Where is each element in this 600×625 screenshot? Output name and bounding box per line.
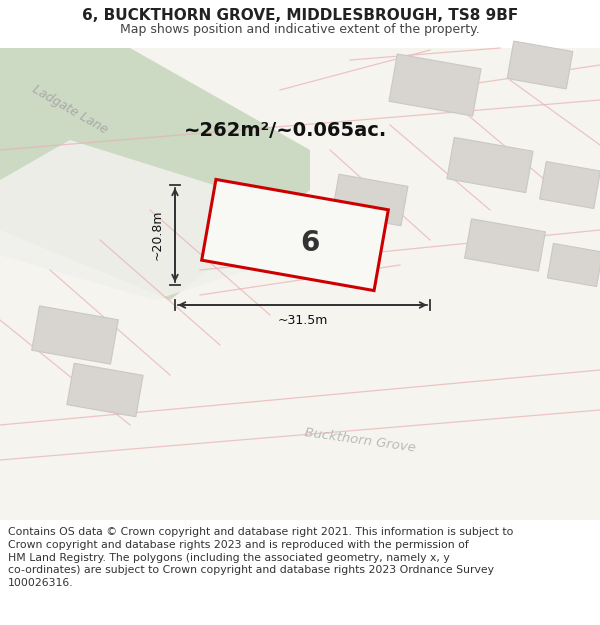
Text: Ladgate Lane: Ladgate Lane (30, 83, 110, 137)
Bar (0, 48, 600, 520)
Text: ~262m²/~0.065ac.: ~262m²/~0.065ac. (184, 121, 386, 139)
Polygon shape (464, 219, 545, 271)
Text: ~31.5m: ~31.5m (277, 314, 328, 328)
Polygon shape (389, 54, 481, 116)
Text: Buckthorn Grove: Buckthorn Grove (304, 426, 416, 454)
Polygon shape (202, 179, 388, 291)
Text: Map shows position and indicative extent of the property.: Map shows position and indicative extent… (120, 24, 480, 36)
Polygon shape (0, 140, 310, 300)
Polygon shape (539, 161, 600, 209)
Polygon shape (332, 174, 408, 226)
Text: 6: 6 (301, 229, 320, 257)
Text: ~20.8m: ~20.8m (151, 210, 163, 260)
Polygon shape (447, 138, 533, 192)
Polygon shape (507, 41, 573, 89)
Polygon shape (32, 306, 118, 364)
Polygon shape (0, 48, 310, 300)
Text: Contains OS data © Crown copyright and database right 2021. This information is : Contains OS data © Crown copyright and d… (8, 527, 514, 588)
Polygon shape (547, 243, 600, 287)
Polygon shape (67, 363, 143, 417)
Text: 6, BUCKTHORN GROVE, MIDDLESBROUGH, TS8 9BF: 6, BUCKTHORN GROVE, MIDDLESBROUGH, TS8 9… (82, 8, 518, 22)
Polygon shape (227, 198, 313, 252)
